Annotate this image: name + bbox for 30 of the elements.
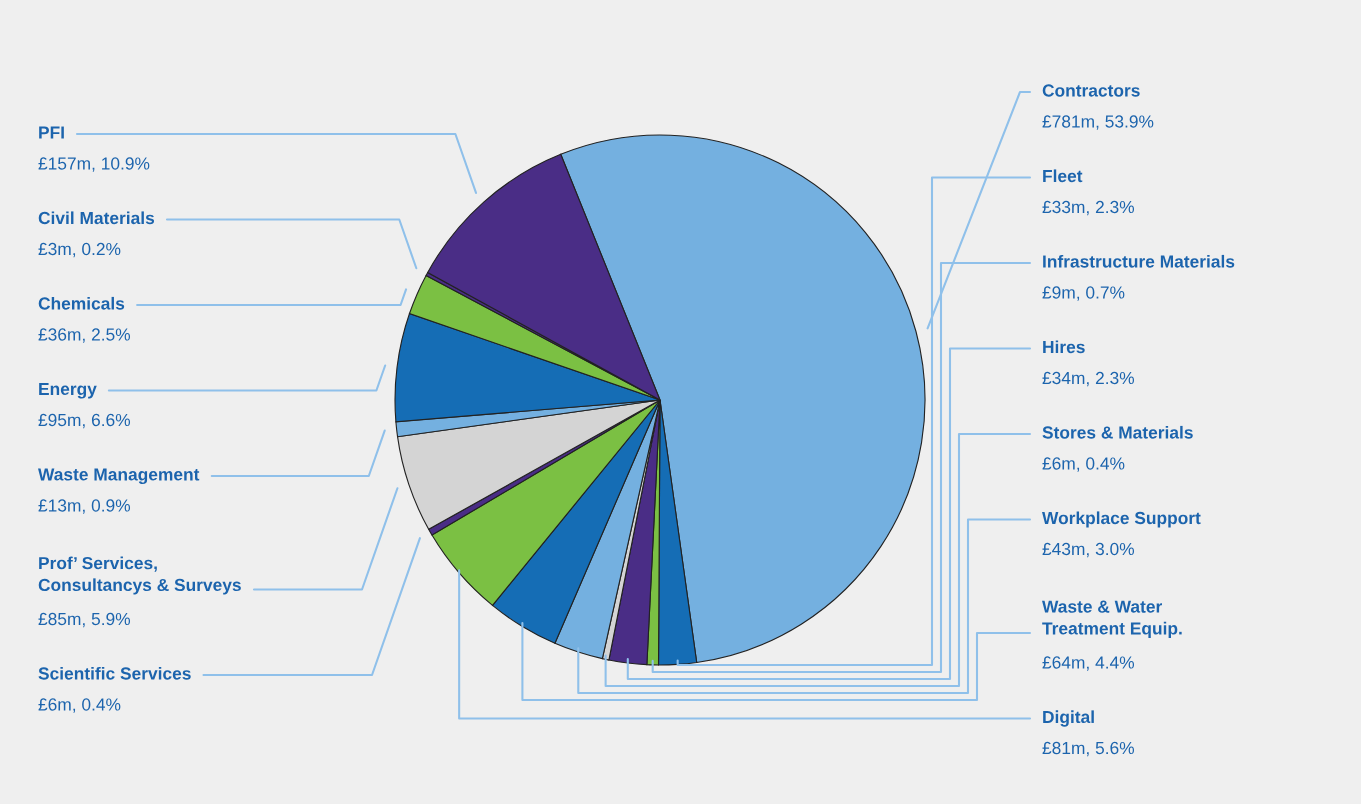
slice-label: Chemicals — [38, 296, 125, 310]
data-label: £34m, 2.3% — [1042, 371, 1135, 387]
slice-label: Prof’ Services, Consultancys & Surveys — [38, 556, 241, 595]
data-label: £157m, 10.9% — [38, 157, 150, 172]
slice-label: Workplace Support — [1042, 511, 1201, 528]
data-label: £36m, 2.5% — [38, 328, 131, 343]
data-label: £43m, 3.0% — [1042, 542, 1135, 558]
slice-label: Stores & Materials — [1042, 425, 1193, 439]
slice-label: Waste Management — [38, 468, 200, 485]
slice-label: Hires — [1043, 340, 1085, 354]
data-label: £13m, 0.9% — [38, 499, 131, 514]
data-label: £6m, 0.4% — [1042, 457, 1125, 472]
slice-label: Infrastructure Materials — [1043, 254, 1235, 268]
data-label: £81m, 5.6% — [1042, 741, 1135, 757]
slice-label: PFI — [39, 126, 64, 139]
data-label: £781m, 53.9% — [1042, 115, 1154, 130]
slice-label: Scientific Services — [38, 666, 191, 680]
slice-label: Fleet — [1043, 169, 1083, 183]
data-label: £33m, 2.3% — [1042, 200, 1135, 216]
slice-label: Contractors — [1042, 84, 1140, 97]
slice-label: Civil Materials — [38, 211, 155, 225]
data-label: £85m, 5.9% — [38, 612, 131, 628]
data-label: £64m, 4.4% — [1042, 656, 1135, 671]
data-label: £3m, 0.2% — [38, 242, 121, 258]
data-label: £9m, 0.7% — [1042, 286, 1125, 301]
slice-label: Waste & Water Treatment Equip. — [1042, 600, 1182, 639]
data-label: £6m, 0.4% — [38, 698, 121, 713]
slice-label: Energy — [39, 382, 97, 399]
slice-label: Digital — [1043, 710, 1094, 727]
data-label: £95m, 6.6% — [38, 413, 131, 429]
